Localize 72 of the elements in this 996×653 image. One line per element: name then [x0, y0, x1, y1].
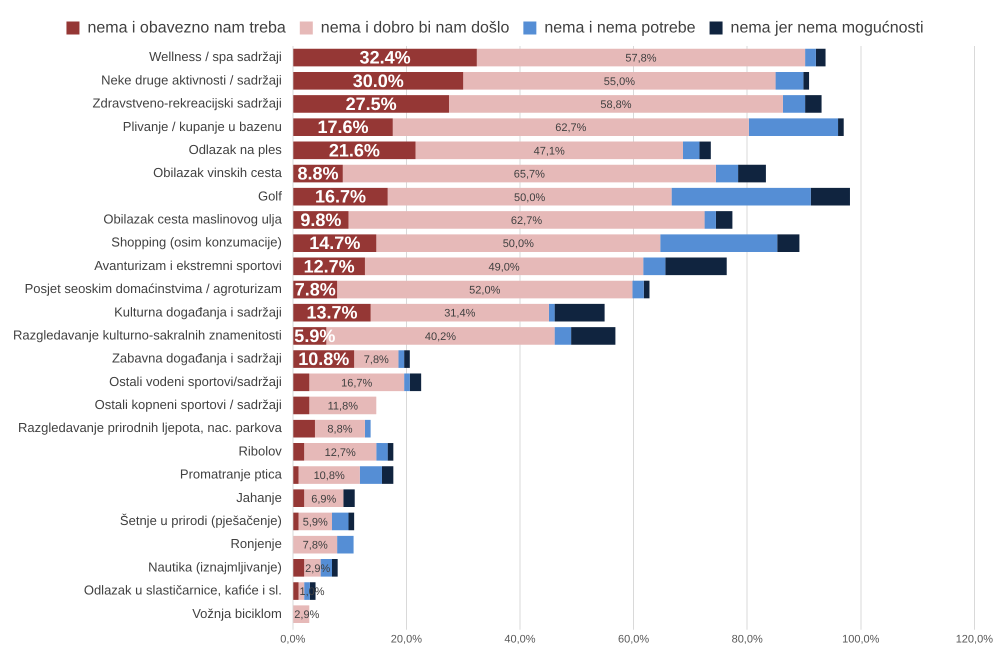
- data-label: 2,9%: [294, 609, 320, 622]
- y-tick-label: Plivanje / kupanje u bazenu: [122, 118, 282, 134]
- data-label: 11,8%: [328, 400, 358, 413]
- y-tick-label: Razgledavanje kulturno-sakralnih znamenitosti: [13, 327, 282, 342]
- data-label: 62,7%: [555, 122, 587, 134]
- data-label: 13.7%: [306, 302, 358, 323]
- data-label: 10.8%: [298, 349, 350, 370]
- data-label: 50,0%: [514, 192, 546, 204]
- data-label: 7,8%: [302, 540, 328, 552]
- data-label: 9.8%: [300, 210, 342, 230]
- data-label: 6,9%: [311, 493, 337, 506]
- y-tick-label: Posjet seoskim domaćinstvima / agroturizam: [24, 281, 282, 296]
- x-tick-label: 120,0%: [956, 633, 994, 646]
- x-tick-label: 0,0%: [280, 633, 306, 646]
- y-tick-label: Ronjenje: [230, 536, 282, 552]
- y-tick-label: Golf: [258, 188, 282, 204]
- y-tick-label: Avanturizam i ekstremni sportovi: [94, 258, 282, 273]
- data-label: 8,8%: [327, 424, 353, 436]
- data-label: 30.0%: [352, 70, 404, 91]
- y-tick-label: Odlazak na ples: [188, 142, 282, 157]
- y-tick-label: Odlazak u slastičarnice, kafiće i sl.: [84, 582, 282, 598]
- x-tick-label: 60,0%: [618, 633, 650, 646]
- data-label: 21.6%: [328, 140, 380, 160]
- y-tick-label: Obilazak vinskih cesta: [153, 165, 283, 180]
- data-label: 16.7%: [314, 186, 366, 207]
- data-label: 65,7%: [514, 168, 546, 181]
- y-tick-label: Zabavna događanja i sadržaji: [112, 350, 282, 366]
- data-label: 32.4%: [360, 48, 411, 68]
- data-label: 62,7%: [510, 214, 542, 227]
- x-tick-label: 40,0%: [504, 633, 536, 646]
- data-label: 12.7%: [304, 256, 355, 276]
- y-tick-label: Šetnje u prirodi (pješačenje): [120, 513, 282, 528]
- data-label: 49,0%: [488, 261, 520, 274]
- data-label: 7.8%: [294, 279, 336, 300]
- y-tick-label: Ostali vodeni sportovi/sadržaji: [109, 374, 282, 389]
- data-label: 14.7%: [309, 233, 360, 254]
- data-label: 40,2%: [424, 330, 456, 343]
- y-tick-label: Zdravstveno-rekreacijski sadržaji: [92, 96, 282, 111]
- data-label: 10,8%: [314, 470, 345, 482]
- data-label: 27.5%: [346, 94, 397, 114]
- data-label: 12,7%: [324, 446, 356, 459]
- x-tick-label: 20,0%: [390, 633, 422, 646]
- data-label: 31,4%: [444, 308, 476, 320]
- y-tick-label: Wellness / spa sadržaji: [149, 49, 282, 64]
- y-tick-label: Ribolov: [238, 443, 282, 458]
- y-tick-label: Promatranje ptica: [180, 466, 283, 482]
- data-label: 7,8%: [364, 354, 390, 366]
- y-tick-label: Kulturna događanja i sadržaji: [114, 304, 282, 320]
- y-tick-label: Shopping (osim konzumacije): [111, 234, 282, 250]
- data-label: 55,0%: [604, 76, 636, 88]
- y-tick-label: Ostali kopneni sportovi / sadržaji: [94, 397, 282, 412]
- y-tick-label: Neke druge aktivnosti / sadržaji: [101, 72, 282, 88]
- data-label: 52,0%: [469, 284, 501, 297]
- y-tick-label: Obilazak cesta maslinovog ulja: [103, 212, 283, 227]
- y-tick-label: Nautika (iznajmljivanje): [148, 559, 282, 574]
- data-label: 5,9%: [302, 516, 328, 528]
- data-label: 58,8%: [600, 99, 632, 112]
- legend-label: nema i dobro bi nam došlo: [320, 19, 510, 36]
- data-label: 17.6%: [318, 117, 369, 138]
- x-tick-label: 100,0%: [842, 633, 880, 646]
- y-tick-label: Vožnja biciklom: [192, 606, 282, 621]
- legend-label: nema i obavezno nam treba: [87, 19, 286, 36]
- legend-label: nema i nema potrebe: [544, 19, 696, 36]
- data-label: 16,7%: [341, 377, 373, 390]
- data-label: 57,8%: [625, 52, 657, 65]
- y-tick-label: Razgledavanje prirodnih ljepota, nac. parkova: [18, 420, 283, 436]
- data-label: 50,0%: [502, 238, 534, 250]
- data-label: 47,1%: [534, 145, 566, 158]
- legend-label: nema jer nema mogućnosti: [730, 19, 924, 36]
- x-tick-label: 80,0%: [732, 633, 763, 646]
- y-tick-label: Jahanje: [236, 490, 282, 505]
- data-label: 8.8%: [298, 164, 339, 184]
